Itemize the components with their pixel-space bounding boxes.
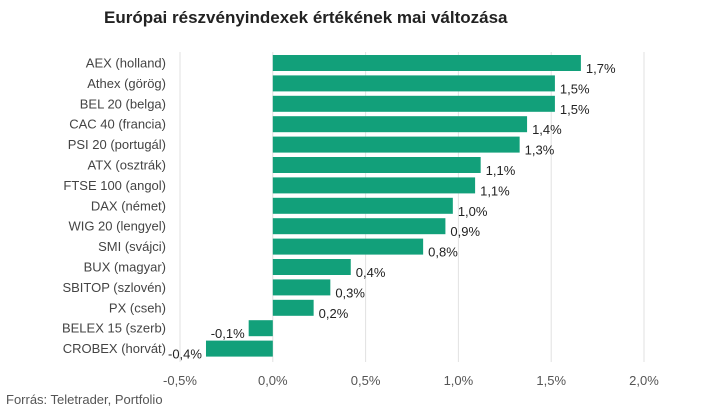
category-label: FTSE 100 (angol) [63,178,166,193]
value-label: -0,1% [211,326,245,341]
value-label: 0,2% [319,306,349,321]
value-label: 0,3% [335,285,365,300]
value-label: 1,0% [458,204,488,219]
bar [272,238,424,255]
x-tick-label: 1,0% [444,373,474,388]
category-label: CROBEX (horvát) [63,341,166,356]
category-label: PSI 20 (portugál) [68,137,166,152]
bar [272,279,331,296]
category-label: CAC 40 (francia) [69,117,166,132]
value-label: 1,5% [560,81,590,96]
value-label: 1,3% [525,143,555,158]
bar [272,116,528,133]
value-label: 1,4% [532,122,562,137]
source-note: Forrás: Teletrader, Portfolio [6,392,163,407]
value-labels: 1,7% 1,5% 1,5% 1,4% 1,3% 1,1% 1,1% 1,0% 0,9% 0,8%… [168,61,616,362]
value-label: 0,9% [450,224,480,239]
bar [205,340,273,357]
category-label: Athex (görög) [87,76,166,91]
bar [272,75,555,92]
bar [272,177,476,194]
x-tick-label: 0,0% [258,373,288,388]
value-label: 1,1% [486,163,516,178]
category-label: DAX (német) [91,198,166,213]
category-label: WIG 20 (lengyel) [68,219,166,234]
value-label: 1,5% [560,102,590,117]
category-label: BEL 20 (belga) [80,96,166,111]
bars [205,55,581,357]
chart-title: Európai részvényindexek értékének mai vá… [104,8,508,27]
x-tick-label: 0,5% [351,373,381,388]
value-label: 0,4% [356,265,386,280]
x-tick-labels: -0,5% 0,0% 0,5% 1,0% 1,5% 2,0% [163,373,659,388]
bar-chart: AEX (holland) Athex (görög) BEL 20 (belga)… [62,52,659,388]
bar [248,320,273,337]
category-labels: AEX (holland) Athex (görög) BEL 20 (belga)… [62,56,166,357]
bar [272,197,453,214]
x-tick-label: 1,5% [536,373,566,388]
value-label: 1,7% [586,61,616,76]
category-label: BUX (magyar) [84,260,166,275]
category-label: BELEX 15 (szerb) [62,321,166,336]
bar [272,259,351,275]
value-label: 1,1% [480,183,510,198]
category-label: ATX (osztrák) [88,158,167,173]
category-label: SBITOP (szlovén) [62,280,166,295]
bar [272,55,581,71]
x-tick-label: -0,5% [163,373,197,388]
value-label: -0,4% [168,347,202,362]
bar [272,95,555,112]
bar [272,136,520,153]
category-label: SMI (svájci) [98,239,166,254]
category-label: PX (cseh) [109,300,166,315]
bar [272,218,446,235]
bar [272,157,481,173]
category-label: AEX (holland) [86,56,166,71]
value-label: 0,8% [428,245,458,260]
x-tick-label: 2,0% [629,373,659,388]
bar [272,299,314,316]
